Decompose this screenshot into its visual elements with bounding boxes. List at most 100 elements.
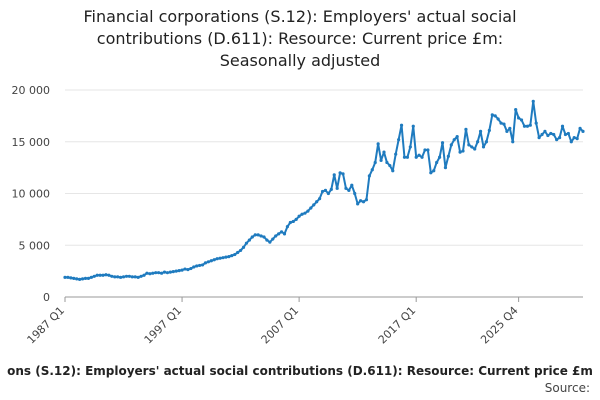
- data-point: [139, 274, 143, 278]
- data-point: [353, 191, 357, 196]
- data-point: [397, 138, 401, 142]
- data-point: [338, 171, 342, 175]
- data-point: [282, 232, 287, 236]
- data-point: [195, 264, 199, 268]
- x-tick-label: 2025 Q4: [478, 304, 521, 347]
- data-point: [130, 275, 134, 279]
- data-point: [517, 116, 521, 120]
- data-point: [227, 255, 231, 259]
- data-point: [476, 140, 480, 144]
- data-point: [142, 273, 146, 277]
- data-point: [63, 275, 67, 279]
- data-point: [291, 219, 295, 224]
- data-point: [557, 136, 562, 140]
- chart-title-line-2: contributions (D.611): Resource: Current…: [96, 29, 504, 48]
- data-point: [318, 197, 322, 201]
- data-point: [329, 187, 333, 191]
- data-point: [508, 126, 512, 130]
- data-point: [411, 124, 415, 128]
- x-tick-label: 1987 Q1: [25, 304, 68, 347]
- data-point: [95, 273, 99, 277]
- data-point: [136, 275, 140, 279]
- data-point: [238, 248, 243, 253]
- data-point: [423, 148, 427, 152]
- data-point: [473, 147, 477, 151]
- data-point: [69, 276, 73, 280]
- x-tick-label: 2017 Q1: [376, 304, 419, 347]
- data-point: [174, 269, 178, 273]
- data-point: [306, 209, 310, 213]
- data-point: [572, 136, 576, 140]
- data-point: [467, 143, 471, 147]
- data-point: [265, 238, 269, 242]
- chart-title: Financial corporations (S.12): Employers…: [0, 6, 600, 72]
- chart-title-line-1: Financial corporations (S.12): Employers…: [83, 7, 517, 26]
- data-point: [555, 138, 559, 142]
- data-point: [581, 129, 585, 133]
- data-point: [341, 172, 345, 176]
- data-point: [566, 131, 570, 136]
- data-point: [432, 169, 436, 173]
- data-point: [124, 274, 129, 278]
- data-point: [519, 118, 524, 122]
- data-point: [312, 203, 316, 207]
- y-axis-ticks: 0 5 000 10 000 15 000 20 000: [12, 84, 51, 304]
- data-point: [350, 183, 354, 187]
- data-point: [487, 128, 491, 132]
- data-point: [493, 114, 497, 118]
- data-point: [151, 271, 155, 275]
- y-tick-label: 10 000: [12, 188, 51, 201]
- data-point: [478, 129, 483, 133]
- data-point: [344, 186, 348, 190]
- data-point: [575, 137, 579, 141]
- data-point: [116, 275, 120, 279]
- data-point: [104, 273, 108, 277]
- data-point: [72, 276, 76, 280]
- data-point: [361, 200, 366, 204]
- data-point: [113, 275, 117, 279]
- data-point: [253, 233, 257, 237]
- data-point: [470, 145, 474, 149]
- data-point: [148, 272, 152, 276]
- data-point: [221, 256, 225, 260]
- data-point: [268, 240, 272, 244]
- data-point: [300, 212, 304, 216]
- data-point: [335, 186, 339, 190]
- y-tick-label: 20 000: [12, 84, 51, 97]
- footer-source: Source:: [544, 381, 590, 395]
- data-point: [449, 143, 453, 147]
- data-point: [192, 265, 196, 269]
- data-point: [373, 160, 377, 165]
- data-point: [429, 171, 433, 175]
- data-point: [303, 211, 307, 215]
- data-point: [274, 234, 278, 238]
- data-point: [537, 136, 541, 140]
- data-point: [78, 277, 82, 281]
- data-point: [215, 257, 219, 261]
- data-point: [326, 191, 330, 196]
- data-point: [543, 129, 547, 133]
- data-point: [75, 277, 79, 281]
- data-point: [241, 245, 246, 249]
- data-point: [259, 234, 263, 238]
- data-point: [203, 261, 208, 265]
- data-point: [534, 121, 538, 125]
- data-point: [440, 141, 445, 145]
- data-point: [294, 217, 298, 221]
- data-point: [315, 200, 319, 204]
- data-point: [101, 273, 105, 277]
- data-point: [145, 271, 149, 275]
- data-point: [285, 225, 290, 229]
- data-point: [212, 258, 216, 262]
- data-point: [244, 241, 249, 245]
- data-point: [98, 273, 102, 277]
- data-point: [206, 260, 210, 264]
- data-point: [157, 271, 161, 275]
- data-point: [505, 129, 509, 133]
- data-point: [209, 259, 213, 263]
- data-point: [563, 132, 568, 137]
- data-point: [110, 274, 114, 278]
- data-point: [552, 132, 556, 137]
- data-point: [414, 155, 418, 159]
